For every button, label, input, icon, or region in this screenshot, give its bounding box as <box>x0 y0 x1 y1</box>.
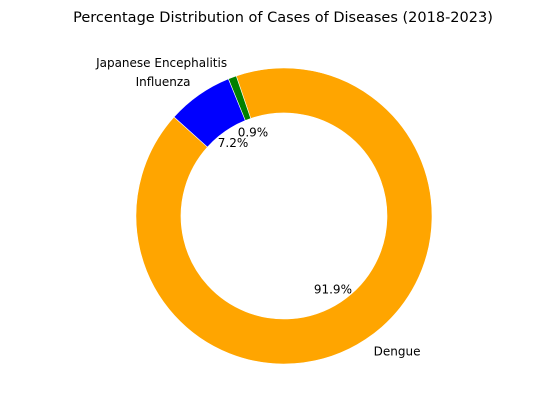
slice-dengue <box>135 67 433 365</box>
category-label-dengue: Dengue <box>374 344 421 358</box>
pct-label-japanese-encephalitis: 0.9% <box>238 125 269 139</box>
pct-label-influenza: 7.2% <box>218 136 249 150</box>
category-label-influenza: Influenza <box>136 75 191 89</box>
chart-title: Percentage Distribution of Cases of Dise… <box>73 10 493 26</box>
category-label-japanese-encephalitis: Japanese Encephalitis <box>95 56 227 70</box>
slice-influenza <box>173 78 246 148</box>
donut-slices <box>135 67 433 365</box>
pct-label-dengue: 91.9% <box>314 283 352 297</box>
slice-labels: Dengue 91.9% Japanese Encephalitis 0.9% Infl… <box>95 56 420 358</box>
